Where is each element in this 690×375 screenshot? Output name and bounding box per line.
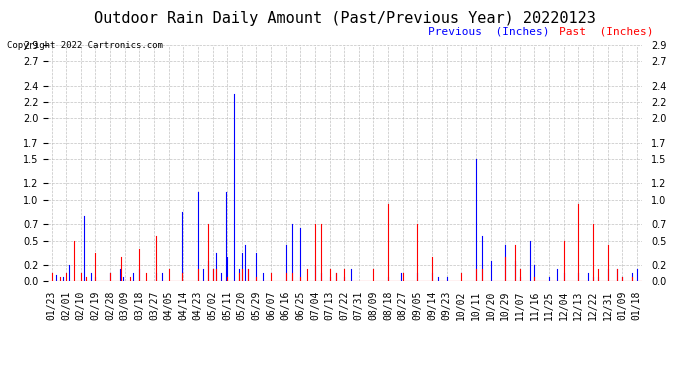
Text: Previous  (Inches): Previous (Inches): [428, 26, 549, 36]
Text: Copyright 2022 Cartronics.com: Copyright 2022 Cartronics.com: [7, 41, 163, 50]
Text: Outdoor Rain Daily Amount (Past/Previous Year) 20220123: Outdoor Rain Daily Amount (Past/Previous…: [94, 11, 596, 26]
Text: Past  (Inches): Past (Inches): [559, 26, 653, 36]
